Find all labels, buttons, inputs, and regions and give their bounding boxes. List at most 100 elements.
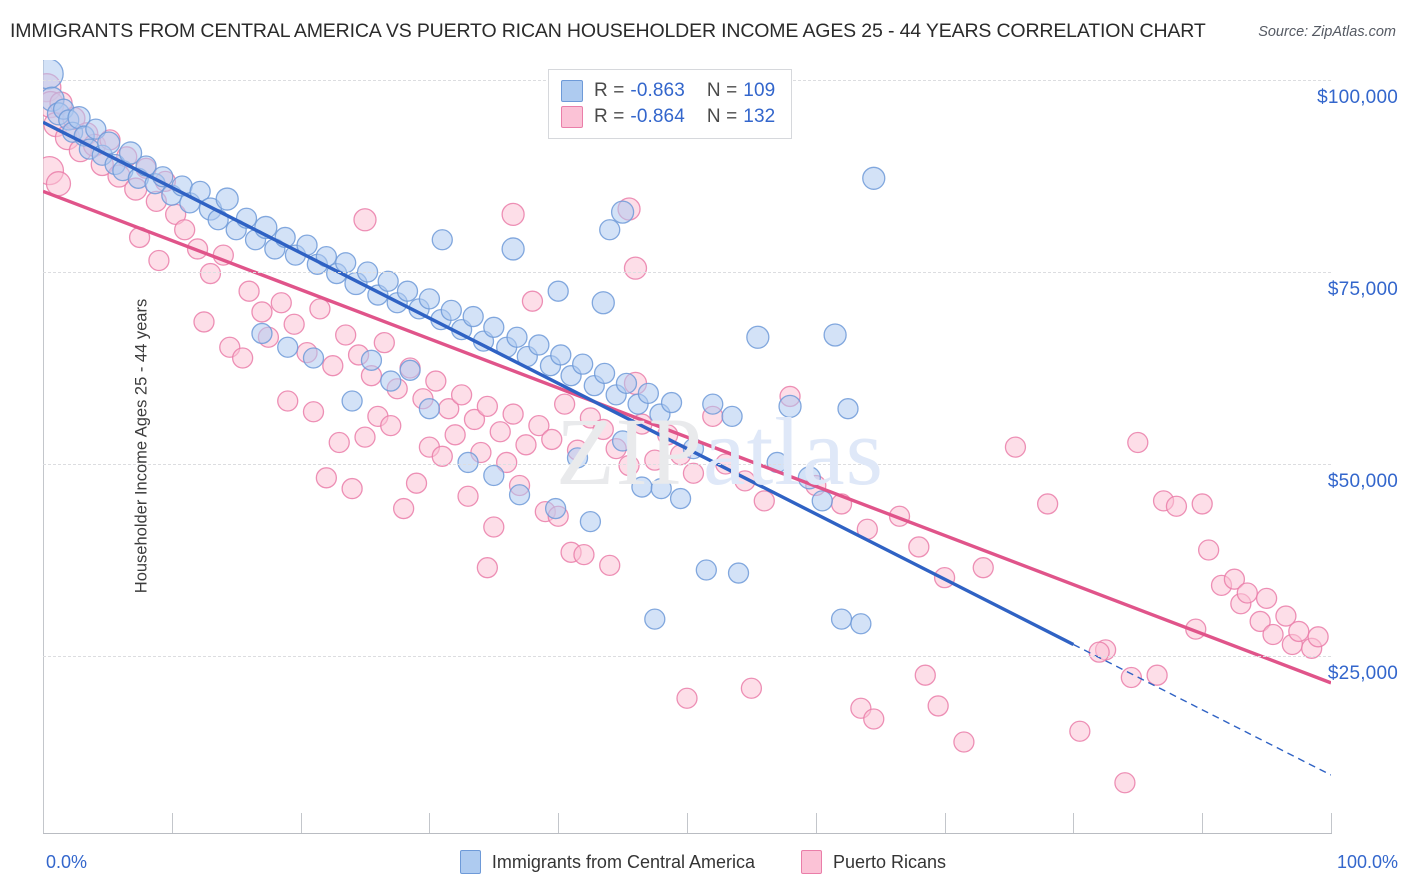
legend-n-label-pink: N = <box>706 106 738 127</box>
trendline-pink <box>43 189 1331 685</box>
legend-n-value-blue: 109 <box>743 80 776 101</box>
data-point <box>702 393 724 415</box>
gridline-50000 <box>43 464 1331 465</box>
data-point <box>450 384 473 406</box>
data-point <box>610 200 635 224</box>
data-point <box>863 708 885 730</box>
data-point <box>457 485 479 507</box>
data-point <box>566 447 589 469</box>
data-point <box>1288 620 1310 643</box>
data-point <box>425 370 447 392</box>
data-point <box>360 349 383 371</box>
data-point <box>309 298 331 320</box>
data-point <box>496 451 518 474</box>
data-point <box>579 510 602 533</box>
data-point <box>118 141 143 165</box>
data-point <box>740 677 763 699</box>
data-point <box>721 405 743 428</box>
data-point <box>45 171 72 197</box>
data-point <box>1255 587 1278 610</box>
x-tick-60 <box>815 813 817 833</box>
data-point <box>270 292 292 314</box>
data-point <box>85 118 107 140</box>
data-point <box>599 219 621 241</box>
data-point <box>1197 539 1220 561</box>
data-point <box>483 464 505 487</box>
data-point <box>215 187 239 211</box>
data-point <box>476 557 499 579</box>
series-legend: Immigrants from Central America Puerto R… <box>0 850 1406 874</box>
data-point <box>862 166 886 190</box>
data-point <box>489 421 511 443</box>
correlation-legend: R = -0.863 N = 109 R = -0.864 N = 132 <box>548 69 793 139</box>
series-points-pink <box>43 73 1329 794</box>
data-point <box>544 497 567 520</box>
data-point <box>823 323 847 347</box>
x-tick-30 <box>429 813 431 833</box>
gridline-25000 <box>43 656 1331 657</box>
data-point <box>341 477 363 500</box>
data-point <box>515 434 537 456</box>
data-point <box>953 731 975 753</box>
data-point <box>373 332 395 354</box>
data-point <box>1262 623 1284 646</box>
data-point <box>174 219 196 241</box>
legend-swatch-pink <box>561 106 583 128</box>
data-point <box>483 316 505 338</box>
legend-r-label-pink: R = <box>594 106 625 127</box>
data-point <box>1069 720 1091 742</box>
plot-area <box>43 60 1331 833</box>
legend-row-blue: R = -0.863 N = 109 <box>561 78 775 104</box>
data-point <box>1236 582 1258 604</box>
data-point <box>676 687 698 709</box>
data-point <box>1165 495 1188 517</box>
x-tick-100 <box>1331 813 1332 833</box>
y-tick-label-25000: $25,000 <box>1327 663 1398 684</box>
data-point <box>444 424 466 446</box>
data-point <box>322 355 344 377</box>
data-point <box>392 497 415 520</box>
x-axis-min-label: 0.0% <box>46 852 88 872</box>
data-point <box>431 229 453 251</box>
data-point <box>669 487 692 510</box>
y-tick-label-50000: $50,000 <box>1327 471 1398 492</box>
data-point <box>1223 568 1246 590</box>
data-point <box>405 472 428 494</box>
data-point <box>483 516 505 538</box>
source-attribution: Source: ZipAtlas.com <box>1258 24 1396 40</box>
series-legend-item-blue[interactable]: Immigrants from Central America <box>459 850 755 874</box>
series-legend-item-pink[interactable]: Puerto Ricans <box>801 850 946 874</box>
data-point <box>1146 664 1168 686</box>
legend-row-pink: R = -0.864 N = 132 <box>561 104 775 130</box>
data-point <box>462 305 484 328</box>
legend-r-value-pink: -0.864 <box>630 106 685 127</box>
data-point <box>302 401 325 423</box>
data-point <box>572 353 594 375</box>
data-point <box>650 477 672 500</box>
x-tick-20 <box>300 813 302 833</box>
data-point <box>593 362 616 385</box>
data-point <box>501 202 525 227</box>
data-point <box>328 431 350 454</box>
page-title: IMMIGRANTS FROM CENTRAL AMERICA VS PUERT… <box>10 20 1206 42</box>
data-point <box>746 325 770 349</box>
data-point <box>277 336 299 358</box>
scatter-canvas <box>43 60 1331 794</box>
x-tick-0 <box>43 813 44 833</box>
data-point <box>550 344 572 366</box>
data-point <box>528 414 550 437</box>
data-point <box>695 559 717 581</box>
data-point <box>238 280 260 302</box>
data-point <box>778 394 802 419</box>
data-point <box>508 484 531 506</box>
data-point <box>418 288 441 310</box>
x-axis-max-label: 100.0% <box>1336 852 1398 872</box>
data-point <box>251 322 273 345</box>
data-point <box>1249 610 1271 633</box>
data-point <box>1088 641 1110 663</box>
x-tick-40 <box>558 813 560 833</box>
data-point <box>591 291 615 315</box>
x-tick-50 <box>687 813 688 833</box>
y-axis-title-container: Householder Income Ages 25 - 44 years <box>0 0 151 892</box>
